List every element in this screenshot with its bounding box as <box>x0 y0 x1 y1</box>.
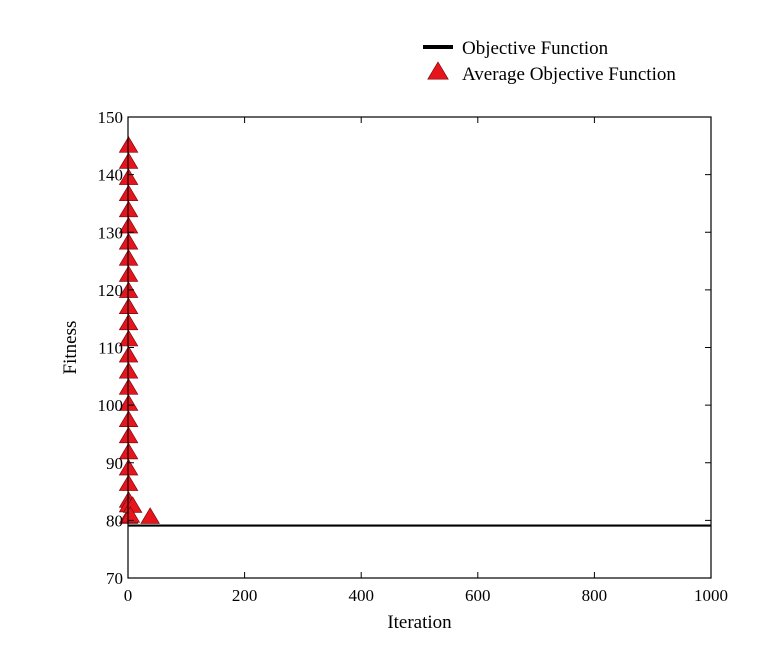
y-tick-label: 90 <box>106 454 123 473</box>
legend: Objective Function Average Objective Func… <box>423 38 676 85</box>
legend-entry-label: Objective Function <box>462 38 609 59</box>
y-tick-label: 120 <box>98 281 124 300</box>
series-layer <box>118 136 711 527</box>
y-tick-label: 140 <box>98 166 124 185</box>
y-tick-label: 100 <box>98 396 124 415</box>
x-tick-label: 600 <box>465 586 491 605</box>
y-tick-label: 130 <box>98 223 124 242</box>
y-axis-label: Fitness <box>60 321 81 375</box>
legend-entry-label: Average Objective Function <box>462 64 676 85</box>
x-tick-label: 1000 <box>694 586 728 605</box>
y-tick-label: 110 <box>98 339 123 358</box>
x-axis: 0 200 400 600 800 1000 <box>124 117 728 605</box>
average-objective-point <box>140 507 160 524</box>
plot-frame <box>127 116 712 579</box>
x-tick-label: 200 <box>232 586 258 605</box>
legend-triangle-swatch <box>427 61 449 80</box>
y-tick-label: 80 <box>106 511 123 530</box>
y-tick-label: 150 <box>98 108 124 127</box>
x-tick-label: 0 <box>124 586 133 605</box>
y-axis: 70 80 90 100 110 120 130 140 150 <box>98 108 711 588</box>
x-axis-label: Iteration <box>387 612 452 633</box>
x-tick-label: 800 <box>582 586 608 605</box>
average-objective-point <box>120 506 141 523</box>
y-tick-label: 70 <box>106 569 123 588</box>
x-tick-label: 400 <box>348 586 374 605</box>
